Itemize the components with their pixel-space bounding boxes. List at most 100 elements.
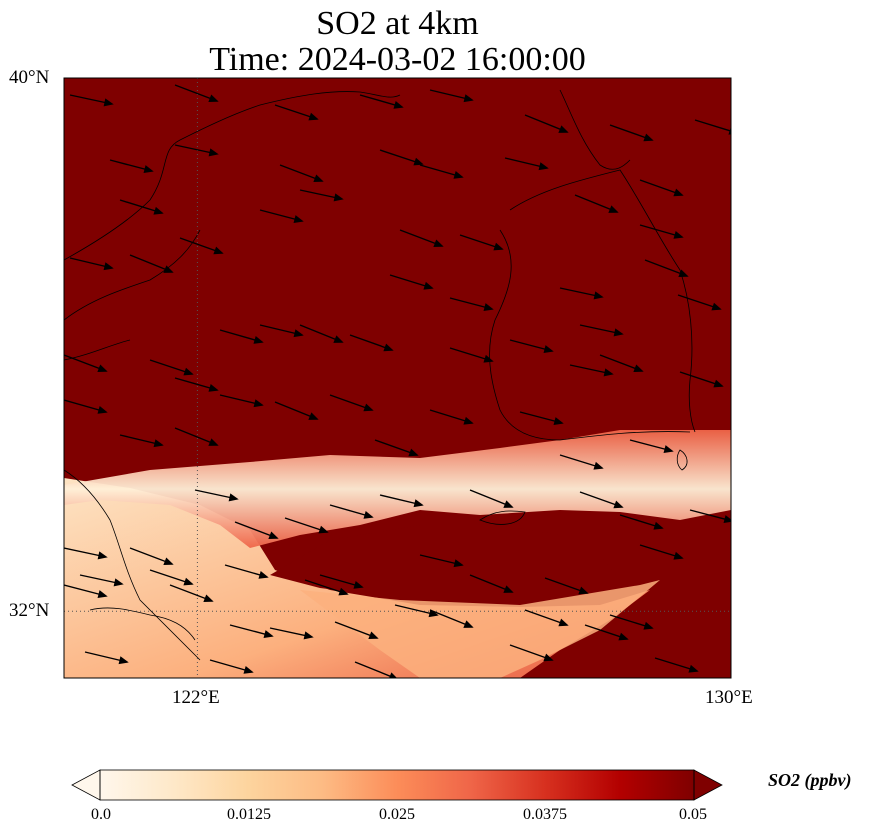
wind-arrow-head — [558, 125, 569, 133]
wind-arrow-head — [97, 405, 108, 414]
map-title: SO2 at 4km — [316, 5, 479, 42]
colorbar-tick-4: 0.05 — [679, 806, 707, 823]
wind-arrow-head — [463, 94, 474, 103]
wind-arrow-head — [723, 515, 731, 523]
wind-arrow-head — [413, 157, 424, 166]
wind-arrow-head — [268, 531, 279, 540]
wind-arrow-head — [543, 653, 554, 662]
wind-arrow-head — [673, 230, 684, 239]
wind-arrow-head — [633, 364, 644, 373]
wind-arrow-head — [143, 165, 154, 173]
map-frame — [63, 77, 732, 679]
lat-tick-32: 32°N — [9, 600, 50, 621]
wind-arrow-head — [678, 269, 689, 278]
wind-arrow-head — [393, 100, 404, 109]
wind-arrow-head — [413, 499, 424, 508]
wind-arrow-head — [483, 303, 494, 311]
wind-arrow-head — [293, 329, 304, 338]
wind-arrow-head — [333, 193, 344, 202]
wind-arrow-head — [118, 656, 129, 665]
colorbar-gradient — [100, 770, 694, 800]
wind-arrow-head — [389, 672, 397, 678]
map-time-subtitle: Time: 2024-03-02 16:00:00 — [209, 41, 586, 78]
wind-arrow-head — [353, 580, 364, 589]
wind-arrow-head — [253, 335, 264, 344]
wind-arrow-head — [493, 242, 504, 251]
wind-arrow-head — [503, 500, 514, 508]
wind-arrow-head — [593, 291, 604, 300]
wind-arrow-head — [453, 170, 464, 179]
wind-arrow-head — [363, 510, 374, 519]
colorbar-tick-3: 0.0375 — [523, 806, 567, 823]
wind-arrow-head — [433, 239, 444, 248]
wind-arrow-head — [253, 399, 264, 408]
wind-arrow-head — [183, 577, 194, 586]
wind-arrow-head — [643, 133, 654, 142]
wind-arrow-head — [243, 665, 254, 674]
wind-arrow-head — [163, 265, 174, 273]
wind-arrow-head — [113, 578, 124, 587]
wind-arrow-head — [183, 367, 194, 376]
colorbar-extend-min — [71, 769, 101, 801]
wind-arrow-head — [613, 500, 624, 509]
wind-arrow-head — [383, 343, 394, 352]
wind-arrow-head — [538, 162, 549, 171]
wind-arrow-head — [318, 525, 329, 534]
wind-arrow-head — [673, 188, 684, 197]
wind-arrow-head — [153, 206, 164, 215]
wind-arrow-head — [303, 631, 314, 640]
wind-arrow-head — [558, 618, 569, 627]
wind-arrow-head — [503, 585, 514, 593]
wind-arrow-head — [97, 551, 108, 560]
colorbar-tick-1: 0.0125 — [227, 806, 271, 823]
wind-arrow-head — [203, 594, 214, 603]
wind-arrow-head — [103, 262, 114, 271]
wind-arrow-head — [293, 215, 304, 223]
wind-arrow-head — [208, 94, 219, 103]
wind-arrow-head — [228, 493, 239, 502]
lon-tick-130: 130°E — [705, 687, 753, 708]
wind-arrow-head — [163, 557, 174, 566]
wind-arrow-head — [463, 620, 474, 628]
wind-arrow-head — [208, 438, 219, 446]
wind-arrow-head — [338, 587, 349, 596]
colorbar-label: SO2 (ppbv) — [768, 770, 852, 790]
wind-arrow-head — [688, 664, 699, 673]
wind-arrow-head — [97, 590, 108, 598]
wind-arrow-head — [213, 246, 224, 255]
wind-arrow-head — [618, 632, 629, 641]
wind-arrow-head — [368, 631, 379, 640]
wind-arrow-head — [263, 630, 274, 638]
wind-arrow-head — [653, 521, 664, 530]
coastlines — [64, 89, 696, 661]
wind-arrow-head — [423, 281, 434, 290]
wind-arrow-head — [208, 148, 219, 157]
wind-arrow-head — [593, 461, 604, 470]
wind-arrow-head — [673, 551, 684, 560]
wind-arrow-head — [363, 403, 374, 412]
wind-arrow-head — [103, 98, 114, 107]
colorbar-tick-2: 0.025 — [379, 806, 415, 823]
wind-arrow-head — [97, 364, 108, 373]
so2-plume-south — [300, 580, 660, 678]
wind-arrow-head — [313, 174, 324, 183]
wind-arrow-head — [613, 328, 624, 337]
wind-arrow-head — [578, 586, 589, 595]
wind-arrow-head — [258, 570, 269, 579]
wind-arrow-head — [208, 383, 219, 392]
so2-plume-band — [64, 430, 731, 548]
wind-arrow-head — [543, 345, 554, 353]
wind-arrow-head — [713, 379, 724, 388]
wind-arrow-head — [711, 302, 722, 311]
wind-arrow-head — [333, 335, 344, 343]
colorbar-tick-0: 0.0 — [91, 806, 111, 823]
wind-arrow-head — [603, 368, 614, 377]
wind-arrow-head — [153, 439, 164, 448]
wind-arrow-head — [453, 559, 464, 568]
wind-arrow-head — [428, 609, 439, 618]
so2-field — [64, 78, 731, 678]
wind-arrow-head — [643, 621, 654, 630]
wind-arrow-head — [663, 445, 674, 453]
lon-tick-122: 122°E — [172, 687, 220, 708]
gridlines — [64, 78, 731, 678]
